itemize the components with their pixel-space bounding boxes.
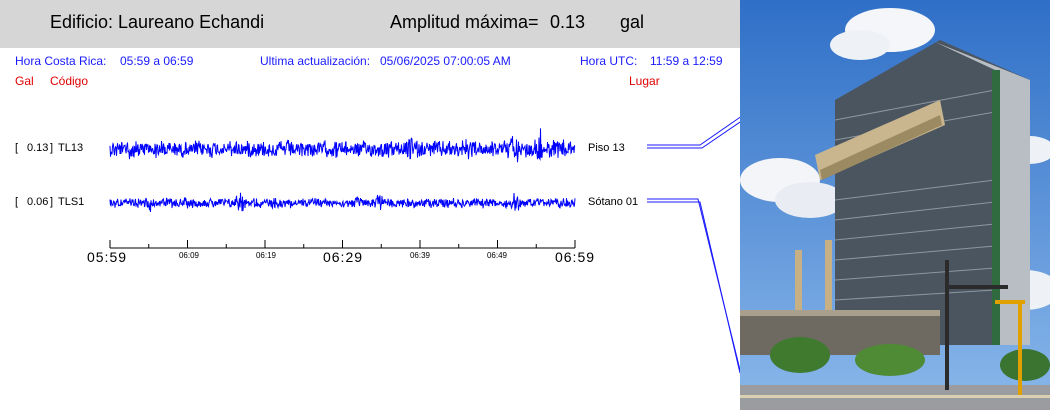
channel-1-bracket-open: [: [15, 142, 19, 154]
seismogram-traces: [109, 99, 740, 374]
trace-piso-13: [109, 128, 576, 163]
amplitude-value: 0.13: [550, 12, 586, 32]
trace-sotano-01: [109, 192, 576, 213]
time-tick-minor-3: 06:39: [409, 251, 431, 260]
utc-range: 11:59 a 12:59: [650, 54, 723, 68]
time-tick-minor-4: 06:49: [486, 251, 508, 260]
connector-sotano-01-b: [647, 201, 740, 374]
connector-sotano-01: [647, 198, 740, 371]
time-tick-major-3: 06:59: [554, 249, 596, 265]
channel-2-bracket-open: [: [15, 196, 19, 208]
update-value: 05/06/2025 07:00:05 AM: [380, 54, 511, 68]
update-label: Ultima actualización:: [260, 54, 371, 68]
time-tick-major-2: 06:29: [322, 249, 364, 265]
column-gal: Gal: [15, 74, 34, 88]
channel-1-place: Piso 13: [588, 142, 625, 154]
utc-label: Hora UTC:: [580, 54, 638, 68]
time-tick-minor-1: 06:09: [178, 251, 200, 260]
amplitude-label: Amplitud máxima=: [390, 12, 539, 32]
connector-piso-13-b: [647, 102, 740, 149]
local-time-range: 05:59 a 06:59: [120, 54, 194, 68]
channel-2-code: TLS1: [58, 196, 85, 208]
channel-2-gal: 0.06: [27, 196, 49, 208]
channel-2-place: Sótano 01: [588, 196, 639, 208]
building-photo: [740, 0, 1050, 410]
channel-1-code: TL13: [58, 142, 84, 154]
channel-2-bracket-close: ]: [50, 196, 54, 208]
column-place: Lugar: [629, 74, 660, 88]
time-tick-minor-2: 06:19: [255, 251, 277, 260]
time-axis-ticks: [109, 240, 576, 248]
header-bar: Edificio: Laureano Echandi Amplitud máxi…: [0, 0, 740, 48]
column-code: Código: [50, 74, 89, 88]
building-name: Edificio: Laureano Echandi: [50, 12, 265, 32]
channel-1-bracket-close: ]: [50, 142, 54, 154]
connector-piso-13: [647, 99, 740, 146]
local-time-label: Hora Costa Rica:: [15, 54, 107, 68]
amplitude-unit: gal: [620, 12, 645, 32]
channel-1-gal: 0.13: [27, 142, 49, 154]
time-tick-major-1: 05:59: [86, 249, 128, 265]
